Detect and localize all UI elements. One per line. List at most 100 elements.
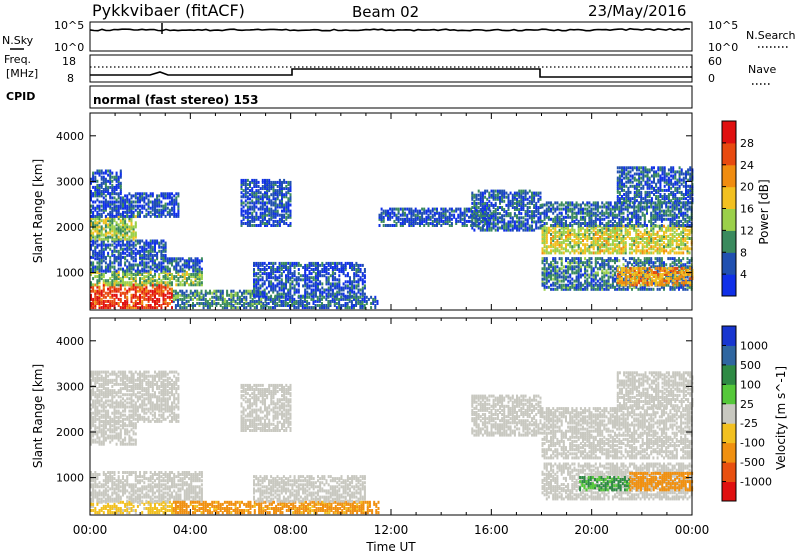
power-cell (130, 217, 133, 221)
power-cell (126, 245, 129, 249)
power-cell (104, 204, 107, 208)
power-cell (251, 201, 254, 205)
power-cell (393, 207, 396, 211)
power-cell (565, 230, 567, 234)
power-cell (518, 199, 521, 203)
power-cell (353, 306, 355, 310)
power-cell (331, 292, 334, 296)
power-cell (329, 288, 332, 292)
power-cell (671, 249, 674, 253)
power-cell (652, 239, 655, 243)
power-cell (586, 226, 589, 230)
power-cell (100, 214, 103, 218)
power-cell (471, 210, 474, 214)
power-cell (242, 209, 245, 213)
power-cell (334, 263, 337, 267)
power-cell (287, 224, 290, 227)
power-cell (164, 196, 167, 200)
power-cell (90, 204, 92, 208)
power-cell (556, 205, 559, 209)
power-cell (547, 217, 550, 221)
power-cell (90, 281, 92, 285)
power-cell (490, 214, 493, 218)
power-cell (257, 288, 260, 292)
power-cell (171, 281, 173, 285)
power-cell (276, 266, 279, 269)
power-cell (340, 268, 343, 271)
power-cell (539, 214, 542, 218)
power-cell (278, 201, 281, 205)
power-cell (484, 203, 487, 207)
power-cell (350, 302, 353, 305)
power-cell (334, 266, 337, 269)
noise-right-tick-bottom: 10^0 (708, 41, 738, 54)
power-cell (349, 266, 351, 269)
power-cell (234, 291, 237, 295)
power-cell (410, 224, 413, 227)
power-cell (618, 222, 621, 225)
power-cell (117, 208, 120, 212)
power-cell (280, 284, 283, 288)
power-cell (287, 205, 290, 209)
power-cell (98, 251, 101, 255)
power-cell (552, 243, 555, 247)
power-cell (196, 269, 199, 273)
power-cell (331, 294, 334, 298)
power-cell (658, 226, 661, 230)
power-cell (139, 210, 141, 214)
power-cell (518, 224, 521, 228)
power-cell (459, 219, 462, 223)
power-cell (516, 199, 518, 203)
power-cell (333, 302, 336, 305)
power-cell (569, 207, 572, 211)
power-cell (353, 295, 355, 299)
power-cell (251, 211, 254, 215)
power-cell (115, 233, 118, 237)
power-cell (558, 215, 561, 219)
power-cell (558, 232, 561, 236)
power-cell (558, 219, 561, 223)
power-cell (494, 201, 497, 205)
power-cell (545, 234, 548, 238)
power-cell (479, 214, 482, 218)
power-cell (200, 297, 203, 301)
power-cell (270, 274, 273, 278)
power-cell (104, 214, 107, 218)
power-cell (109, 283, 112, 287)
power-cell (145, 243, 148, 247)
power-cell (90, 196, 92, 200)
power-cell (522, 222, 525, 226)
power-cell (299, 274, 302, 278)
power-cell (410, 209, 413, 213)
power-cell (484, 218, 487, 222)
power-cell (168, 192, 171, 196)
power-cell (416, 217, 419, 221)
power-cell (200, 271, 203, 274)
power-cell (111, 219, 114, 223)
power-cell (107, 190, 110, 193)
power-cell (603, 243, 606, 247)
power-cell (361, 290, 364, 294)
power-cell (450, 217, 453, 221)
power-cell (268, 280, 270, 284)
power-cell (243, 295, 246, 299)
power-cell (289, 180, 292, 184)
power-cell (274, 213, 277, 217)
power-cell (641, 213, 644, 217)
power-cell (124, 214, 127, 218)
power-cell (113, 297, 116, 301)
power-cell (686, 249, 689, 253)
power-cell (270, 215, 273, 219)
power-cell (268, 209, 271, 213)
power-cell (285, 278, 287, 282)
power-cell (421, 215, 424, 219)
power-cell (139, 302, 141, 305)
power-cell (104, 169, 107, 173)
power-cell (98, 192, 101, 196)
power-cell (513, 212, 516, 216)
power-cell (571, 217, 574, 221)
power-cell (98, 265, 101, 269)
power-cell (171, 295, 173, 299)
power-cell (503, 199, 506, 203)
power-cell (117, 263, 120, 267)
